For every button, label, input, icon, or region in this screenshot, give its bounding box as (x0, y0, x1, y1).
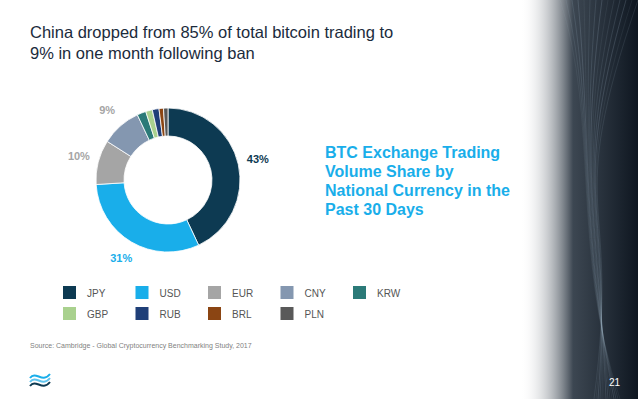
legend-item: CNY (281, 286, 326, 299)
text-line: China dropped from 85% of total bitcoin … (30, 23, 393, 41)
page-number: 21 (609, 377, 621, 388)
background-streak (584, 0, 612, 399)
legend-label: KRW (377, 288, 401, 299)
donut (96, 108, 240, 252)
data-label: 9% (99, 104, 115, 116)
legend-swatch (136, 307, 149, 320)
legend-label: PLN (305, 309, 324, 320)
legend-swatch (208, 307, 221, 320)
legend-label: GBP (87, 309, 108, 320)
legend-swatch (63, 307, 76, 320)
source: Source: Cambridge - Global Cryptocurrenc… (30, 342, 252, 350)
logo-wave (30, 374, 50, 378)
legend-label: RUB (160, 309, 181, 320)
background-streak (594, 0, 638, 399)
text-line: National Currency in the (325, 182, 510, 199)
chart: China dropped from 85% of total bitcoin … (0, 0, 638, 399)
legend-label: BRL (232, 309, 252, 320)
data-label: 10% (68, 150, 90, 162)
legend-swatch (136, 286, 149, 299)
title: China dropped from 85% of total bitcoin … (30, 23, 393, 62)
text-line: 9% in one month following ban (30, 44, 255, 62)
legend-label: USD (160, 288, 181, 299)
background-streak (596, 0, 632, 399)
legend-item: RUB (136, 307, 181, 320)
legend-item: PLN (281, 307, 324, 320)
background-streak (590, 0, 608, 399)
legend-item: GBP (63, 307, 108, 320)
logo-wave (30, 382, 50, 386)
legend-item: USD (136, 286, 181, 299)
data-label: 43% (247, 153, 269, 165)
annotation: BTC Exchange Trading Volume Share by Natio… (325, 144, 510, 218)
slice (163, 108, 168, 136)
legend-label: JPY (87, 288, 106, 299)
slice (96, 183, 199, 252)
legend-item: BRL (208, 307, 252, 320)
logo (30, 374, 50, 386)
legend: JPY USD EUR CNY KRW GBP RUB BRL PLN (63, 286, 401, 320)
legend-label: EUR (232, 288, 253, 299)
background-streak (572, 0, 616, 399)
legend-swatch (63, 286, 76, 299)
legend-swatch (208, 286, 221, 299)
legend-item: EUR (208, 286, 253, 299)
legend-item: KRW (353, 286, 401, 299)
data-label: 31% (110, 252, 132, 264)
legend-swatch (353, 286, 366, 299)
background-streak (560, 0, 620, 399)
legend-swatch (281, 307, 294, 320)
legend-swatch (281, 286, 294, 299)
logo-wave (30, 378, 50, 382)
text-line: BTC Exchange Trading (325, 144, 500, 161)
legend-label: CNY (305, 288, 326, 299)
legend-item: JPY (63, 286, 106, 299)
background-streaks (560, 0, 638, 399)
background-panel (520, 0, 638, 399)
data-labels: 43% 31% 10% 9% (68, 104, 269, 264)
text-line: Volume Share by (325, 163, 454, 180)
background-streak (594, 0, 620, 399)
text-line: Past 30 Days (325, 201, 424, 218)
